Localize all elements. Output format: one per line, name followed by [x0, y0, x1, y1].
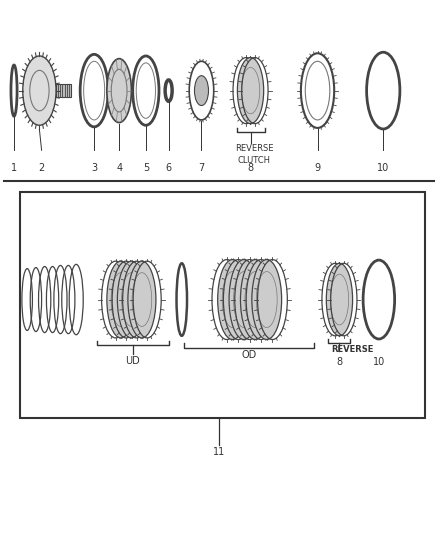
- Text: 2: 2: [39, 163, 45, 173]
- Ellipse shape: [326, 263, 353, 336]
- Ellipse shape: [229, 260, 259, 340]
- Text: OD: OD: [242, 350, 257, 360]
- Text: REVERSE: REVERSE: [331, 345, 373, 354]
- Ellipse shape: [128, 261, 156, 338]
- Ellipse shape: [107, 261, 135, 338]
- Text: UD: UD: [126, 356, 140, 366]
- Ellipse shape: [218, 260, 247, 340]
- Text: 10: 10: [373, 357, 385, 367]
- Text: 10: 10: [377, 163, 389, 173]
- Text: 1: 1: [11, 163, 17, 173]
- Text: 9: 9: [314, 163, 321, 173]
- Text: 5: 5: [143, 163, 149, 173]
- Text: 11: 11: [213, 447, 225, 457]
- Ellipse shape: [252, 260, 282, 340]
- Ellipse shape: [237, 58, 264, 124]
- Text: 3: 3: [91, 163, 97, 173]
- Text: REVERSE
CLUTCH: REVERSE CLUTCH: [235, 144, 273, 165]
- Ellipse shape: [240, 260, 270, 340]
- FancyBboxPatch shape: [56, 84, 71, 97]
- Text: 6: 6: [166, 163, 172, 173]
- Ellipse shape: [194, 76, 208, 106]
- Ellipse shape: [23, 56, 56, 125]
- Ellipse shape: [107, 59, 131, 123]
- FancyBboxPatch shape: [20, 192, 425, 418]
- Text: 4: 4: [116, 163, 122, 173]
- Text: 7: 7: [198, 163, 205, 173]
- Ellipse shape: [117, 261, 145, 338]
- Text: 8: 8: [247, 163, 254, 173]
- Text: 8: 8: [336, 357, 342, 367]
